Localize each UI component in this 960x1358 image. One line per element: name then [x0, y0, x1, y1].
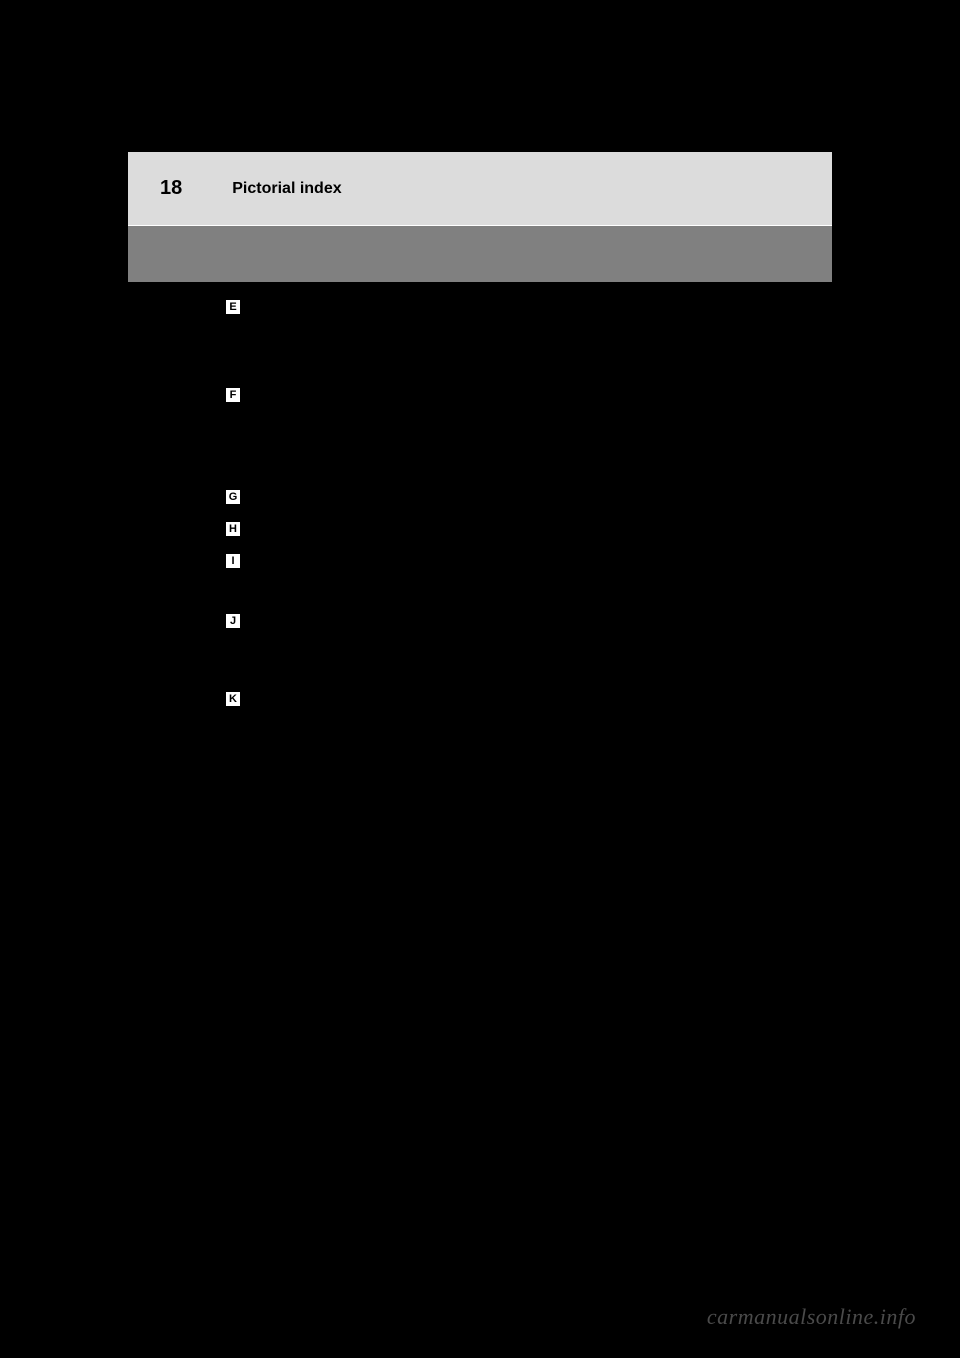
- index-row: E: [224, 298, 832, 316]
- letter-box-j: J: [224, 612, 242, 630]
- letter-box-k: K: [224, 690, 242, 708]
- page-container: 18 Pictorial index E F G H I J K: [128, 152, 832, 708]
- index-row: K: [224, 690, 832, 708]
- letter-box-f: F: [224, 386, 242, 404]
- header-bar: 18 Pictorial index: [128, 152, 832, 226]
- letter-box-g: G: [224, 488, 242, 506]
- index-row: F: [224, 386, 832, 404]
- content-area: E F G H I J K: [128, 282, 832, 708]
- header-title: Pictorial index: [232, 180, 341, 198]
- index-row: J: [224, 612, 832, 630]
- index-row: G: [224, 488, 832, 506]
- gray-band: [128, 226, 832, 282]
- letter-box-h: H: [224, 520, 242, 538]
- watermark: carmanualsonline.info: [707, 1304, 916, 1330]
- index-row: I: [224, 552, 832, 570]
- index-row: H: [224, 520, 832, 538]
- letter-box-i: I: [224, 552, 242, 570]
- page-number: 18: [160, 177, 182, 200]
- letter-box-e: E: [224, 298, 242, 316]
